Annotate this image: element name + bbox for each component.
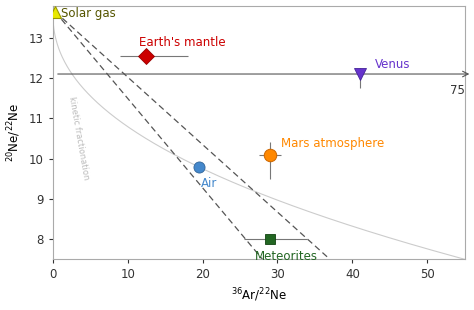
Text: kinetic fractionation: kinetic fractionation xyxy=(67,96,91,181)
Y-axis label: $^{20}$Ne/$^{22}$Ne: $^{20}$Ne/$^{22}$Ne xyxy=(6,103,23,162)
X-axis label: $^{36}$Ar/$^{22}$Ne: $^{36}$Ar/$^{22}$Ne xyxy=(231,287,287,304)
Text: Solar gas: Solar gas xyxy=(61,7,116,20)
Text: Meteorites: Meteorites xyxy=(255,250,318,264)
Text: Earth's mantle: Earth's mantle xyxy=(139,36,226,49)
Text: Air: Air xyxy=(201,177,218,190)
Text: Mars atmosphere: Mars atmosphere xyxy=(281,137,384,150)
Text: Venus: Venus xyxy=(375,58,410,71)
Text: 75: 75 xyxy=(450,84,465,97)
